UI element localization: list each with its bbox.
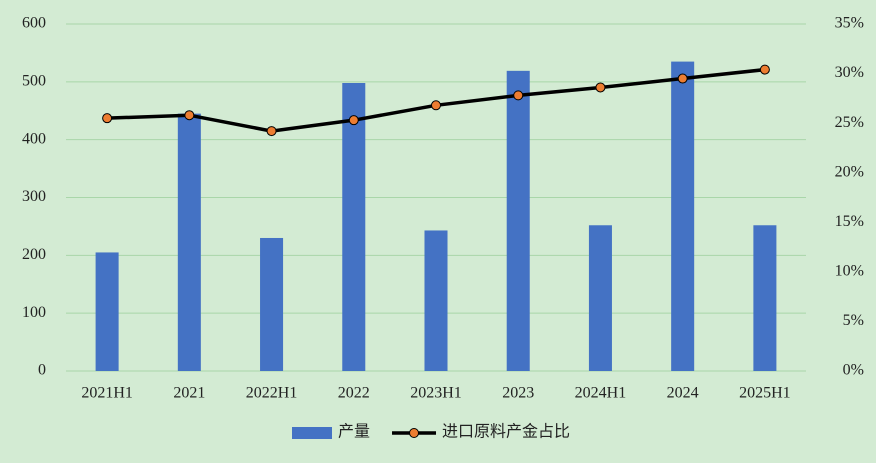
bar bbox=[506, 70, 530, 371]
bar bbox=[260, 237, 284, 371]
line-marker bbox=[759, 64, 770, 75]
line-marker bbox=[102, 113, 113, 124]
legend-marker bbox=[409, 428, 420, 438]
y-tick-label: 100 bbox=[22, 304, 46, 321]
y2-tick-label: 10% bbox=[835, 263, 864, 280]
y2-tick-label: 25% bbox=[835, 114, 864, 131]
x-tick-label: 2024H1 bbox=[575, 385, 627, 402]
line-marker bbox=[595, 82, 606, 93]
line-marker bbox=[184, 110, 195, 121]
y2-tick-label: 35% bbox=[835, 15, 864, 32]
y2-tick-label: 30% bbox=[835, 64, 864, 81]
x-tick-label: 2021H1 bbox=[81, 385, 133, 402]
y-tick-label: 400 bbox=[22, 130, 46, 147]
y-tick-label: 300 bbox=[22, 188, 46, 205]
legend-swatch bbox=[292, 427, 332, 439]
x-tick-label: 2023H1 bbox=[410, 385, 462, 402]
y-tick-label: 500 bbox=[22, 73, 46, 90]
y2-tick-label: 15% bbox=[835, 213, 864, 230]
x-tick-label: 2024 bbox=[667, 385, 699, 402]
bar bbox=[753, 225, 777, 371]
line-marker bbox=[513, 90, 524, 101]
legend-label: 产量 bbox=[338, 423, 370, 441]
y-tick-label: 0 bbox=[38, 362, 46, 379]
y2-tick-label: 5% bbox=[843, 312, 864, 329]
y2-tick-label: 20% bbox=[835, 163, 864, 180]
x-tick-label: 2022H1 bbox=[246, 385, 298, 402]
y2-tick-label: 0% bbox=[843, 362, 864, 379]
legend-label: 进口原料产金占比 bbox=[442, 423, 570, 441]
line-marker bbox=[677, 73, 688, 84]
line-marker bbox=[431, 100, 441, 111]
bar bbox=[177, 113, 201, 372]
x-tick-label: 2023 bbox=[502, 385, 534, 402]
x-tick-label: 2021 bbox=[173, 385, 205, 402]
line-marker bbox=[348, 115, 359, 126]
x-tick-label: 2022 bbox=[338, 385, 370, 402]
line-marker bbox=[266, 126, 277, 137]
bar bbox=[342, 82, 366, 372]
bar bbox=[95, 252, 119, 371]
y-tick-label: 200 bbox=[22, 246, 46, 263]
bar bbox=[588, 225, 612, 371]
x-tick-label: 2025H1 bbox=[739, 385, 791, 402]
bar bbox=[424, 230, 448, 371]
y-tick-label: 600 bbox=[22, 15, 46, 32]
bar bbox=[671, 61, 695, 371]
